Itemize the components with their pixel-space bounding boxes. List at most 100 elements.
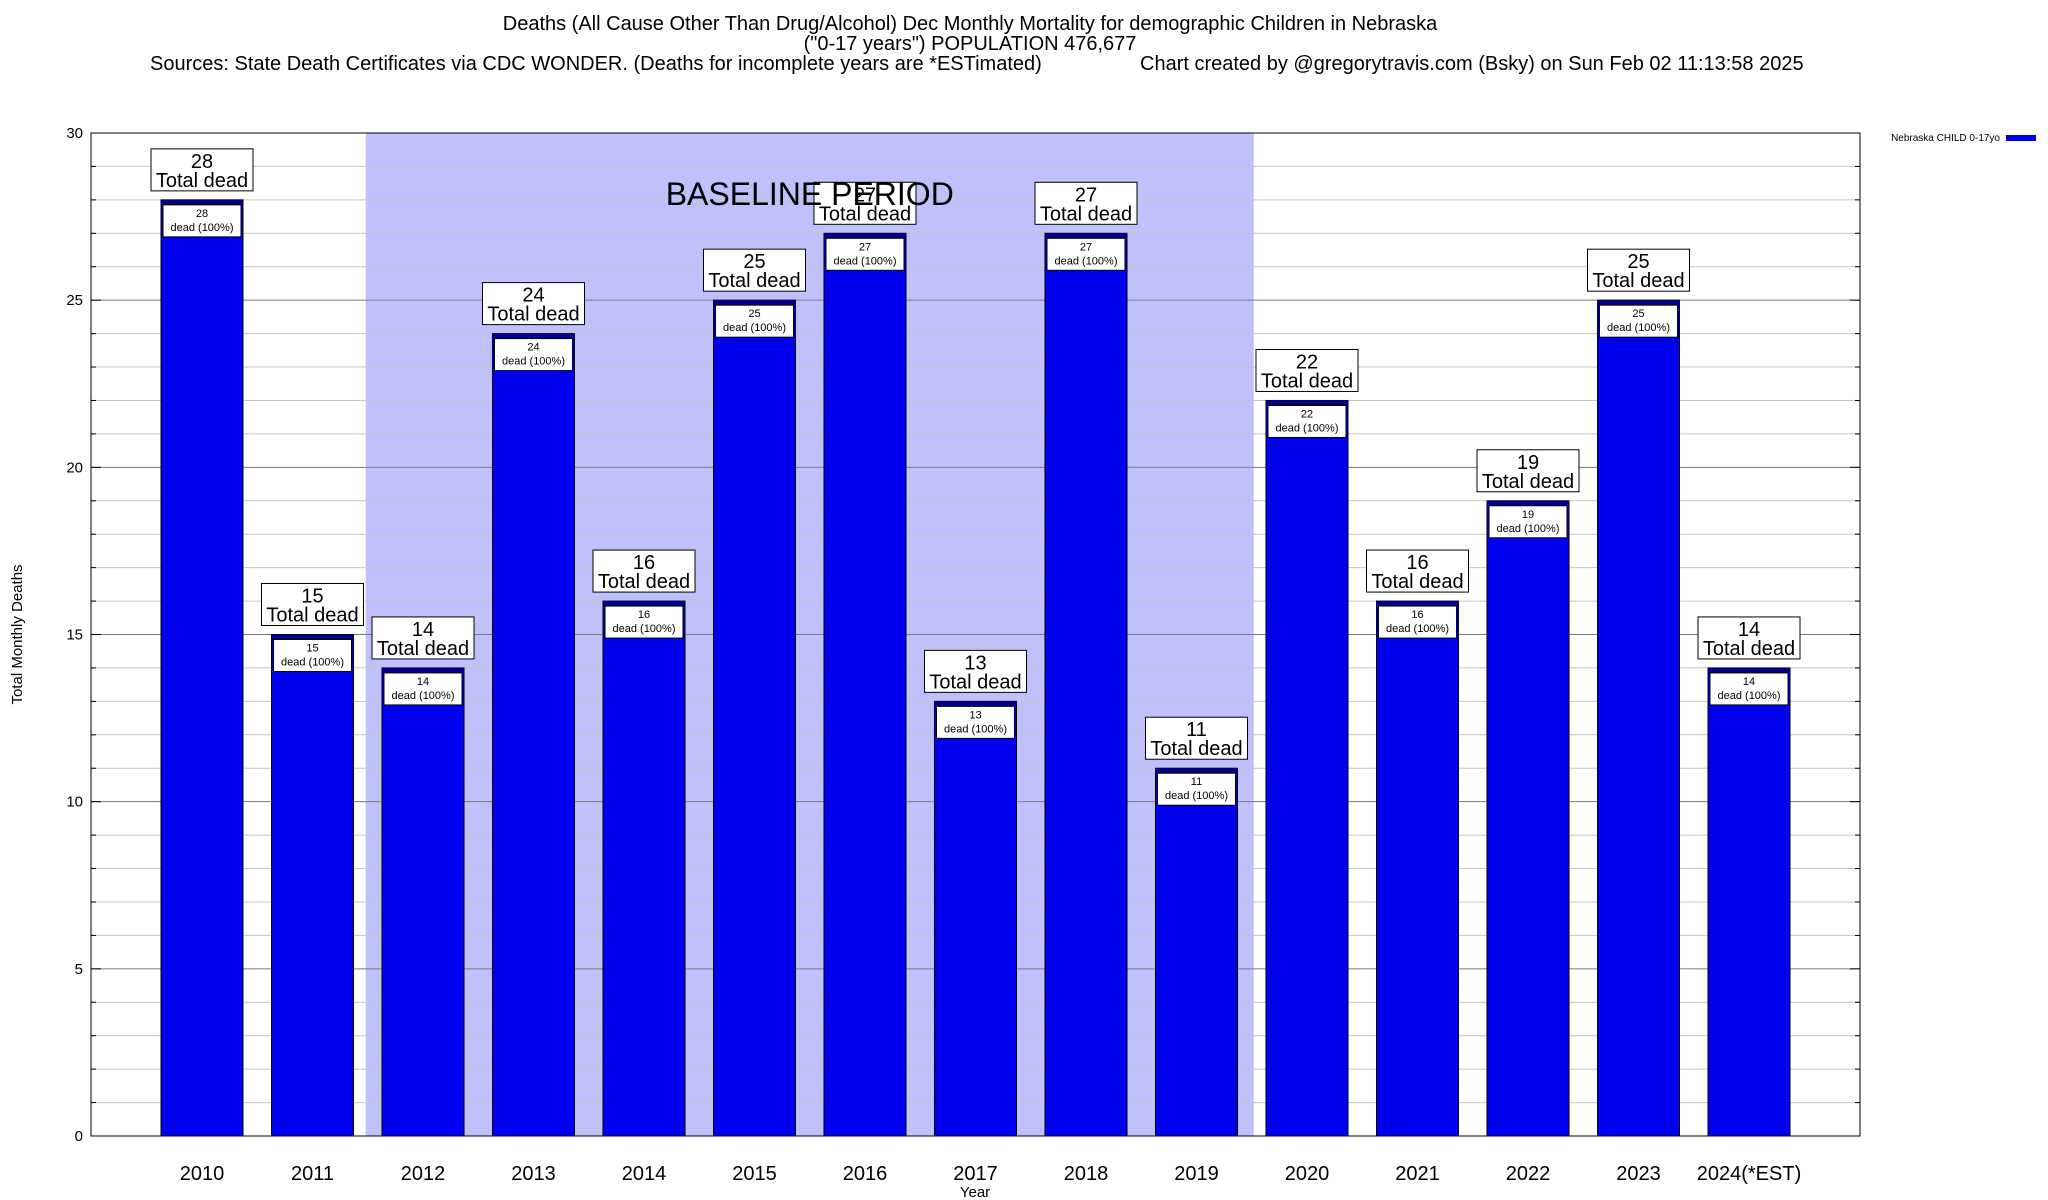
x-axis-label: Year bbox=[960, 1184, 990, 1200]
bar bbox=[160, 199, 244, 1137]
bar-value-label: 14 bbox=[412, 619, 434, 641]
bar-inner-label-box bbox=[1267, 404, 1347, 438]
x-tick-label: 2013 bbox=[511, 1163, 556, 1185]
bar bbox=[271, 634, 354, 1137]
bar-inner-label-box bbox=[383, 672, 463, 706]
bar-label-box bbox=[1145, 716, 1248, 760]
bar-value-label: 24 bbox=[522, 285, 544, 307]
x-tick-label: 2020 bbox=[1285, 1163, 1330, 1185]
bar-inner-label-box bbox=[604, 605, 684, 639]
bar-cap bbox=[382, 667, 464, 673]
bar bbox=[1044, 232, 1128, 1137]
bar-label-box bbox=[482, 282, 585, 326]
bar-inner-value: 14 bbox=[417, 676, 429, 688]
bar bbox=[1155, 767, 1238, 1137]
bar-cap bbox=[1708, 667, 1790, 673]
bar-total-dead-label: Total dead bbox=[156, 170, 248, 192]
bar bbox=[1597, 299, 1680, 1137]
bar-inner-value: 16 bbox=[1411, 609, 1423, 621]
bar-total-dead-label: Total dead bbox=[1040, 203, 1132, 225]
bar-value-label: 22 bbox=[1296, 351, 1318, 373]
bar-inner-text: dead (100%) bbox=[1055, 255, 1118, 267]
bar-total-dead-label: Total dead bbox=[266, 605, 358, 627]
x-tick-label: 2021 bbox=[1395, 1163, 1440, 1185]
bar-total-dead-label: Total dead bbox=[1703, 638, 1795, 660]
bar-inner-label-box bbox=[1378, 605, 1457, 639]
bar-inner-label-box bbox=[1599, 304, 1678, 338]
bar-inner-value: 28 bbox=[196, 208, 208, 220]
bar-value-label: 15 bbox=[301, 586, 323, 608]
bar-inner-text: dead (100%) bbox=[944, 723, 1007, 735]
bar-inner-text: dead (100%) bbox=[1386, 623, 1449, 635]
bar-inner-label-box bbox=[825, 237, 905, 271]
bar-inner-label-box bbox=[936, 705, 1015, 739]
bar-cap bbox=[271, 634, 354, 640]
y-tick-label: 20 bbox=[66, 459, 83, 476]
bar-value-label: 27 bbox=[1075, 184, 1097, 206]
bar-inner-label-box bbox=[1488, 505, 1568, 539]
bar-inner-text: dead (100%) bbox=[834, 255, 897, 267]
bar-total-dead-label: Total dead bbox=[377, 638, 469, 660]
bar-value-label: 16 bbox=[633, 552, 655, 574]
bar-label-box bbox=[371, 616, 475, 660]
bar-total-dead-label: Total dead bbox=[487, 304, 579, 326]
bar-inner-text: dead (100%) bbox=[1718, 690, 1781, 702]
bar-cap bbox=[603, 601, 685, 607]
x-tick-label: 2019 bbox=[1174, 1163, 1219, 1185]
chart-sources: Sources: State Death Certificates via CD… bbox=[150, 53, 1042, 75]
bar-total-dead-label: Total dead bbox=[1592, 270, 1684, 292]
y-tick-label: 30 bbox=[66, 125, 83, 142]
bar-inner-text: dead (100%) bbox=[1497, 523, 1560, 535]
bar bbox=[1265, 399, 1349, 1137]
bar bbox=[1486, 500, 1570, 1137]
bar-inner-label-box bbox=[162, 204, 242, 238]
x-tick-label: 2012 bbox=[401, 1163, 446, 1185]
bar bbox=[823, 232, 907, 1137]
bar-label-box bbox=[1034, 181, 1138, 225]
bar-inner-text: dead (100%) bbox=[723, 322, 786, 334]
bar bbox=[713, 299, 796, 1137]
x-tick-label: 2015 bbox=[732, 1163, 777, 1185]
bar-label-box bbox=[703, 248, 806, 292]
bar-inner-value: 27 bbox=[1080, 241, 1092, 253]
bar-total-dead-label: Total dead bbox=[929, 671, 1021, 693]
bar-value-label: 14 bbox=[1738, 619, 1760, 641]
bar-total-dead-label: Total dead bbox=[708, 270, 800, 292]
y-tick-label: 15 bbox=[66, 627, 83, 644]
bar-cap bbox=[1045, 233, 1127, 239]
bar-label-box bbox=[592, 549, 696, 593]
bar-cap bbox=[1266, 400, 1348, 406]
bar-total-dead-label: Total dead bbox=[1261, 370, 1353, 392]
bar-inner-value: 25 bbox=[748, 308, 760, 320]
bar bbox=[1376, 600, 1459, 1137]
bar-cap bbox=[713, 300, 796, 306]
x-tick-label: 2014 bbox=[622, 1163, 667, 1185]
x-tick-label: 2018 bbox=[1064, 1163, 1109, 1185]
x-tick-label: 2011 bbox=[291, 1163, 334, 1185]
bar-cap bbox=[1155, 768, 1238, 774]
x-tick-label: 2023 bbox=[1616, 1163, 1661, 1185]
bar-inner-text: dead (100%) bbox=[613, 623, 676, 635]
bar-inner-value: 14 bbox=[1743, 676, 1755, 688]
x-tick-label: 2016 bbox=[843, 1163, 888, 1185]
y-axis-label: Total Monthly Deaths bbox=[9, 564, 26, 704]
bar bbox=[381, 667, 465, 1137]
bar-inner-value: 16 bbox=[638, 609, 650, 621]
bar-inner-value: 19 bbox=[1522, 509, 1534, 521]
bar-label-box bbox=[150, 148, 254, 192]
y-tick-label: 10 bbox=[66, 794, 83, 811]
bar-value-label: 19 bbox=[1517, 452, 1539, 474]
bar-inner-text: dead (100%) bbox=[502, 356, 565, 368]
bar-cap bbox=[161, 199, 243, 205]
bar-cap bbox=[1597, 300, 1680, 306]
bar-total-dead-label: Total dead bbox=[1482, 471, 1574, 493]
bar-label-box bbox=[1697, 616, 1801, 660]
bar-cap bbox=[1376, 601, 1459, 607]
bar-inner-value: 27 bbox=[859, 241, 871, 253]
bar-inner-value: 22 bbox=[1301, 408, 1313, 420]
bar-label-box bbox=[924, 649, 1027, 693]
bar-cap bbox=[1487, 500, 1569, 506]
bar-inner-value: 25 bbox=[1632, 308, 1644, 320]
bar-inner-text: dead (100%) bbox=[1276, 422, 1339, 434]
